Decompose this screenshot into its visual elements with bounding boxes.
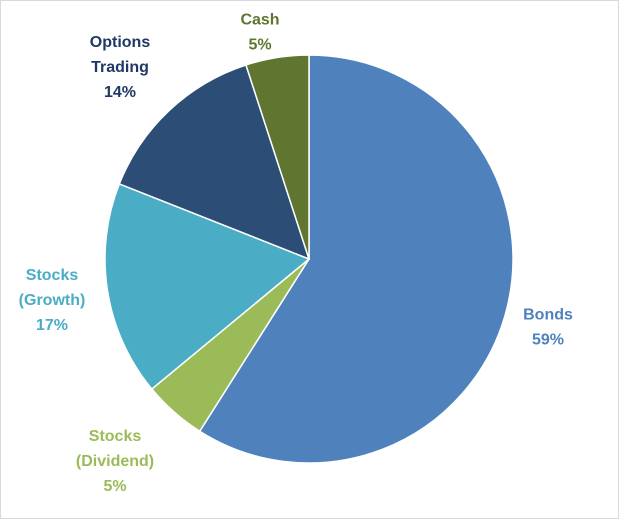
data-label-name: Trading <box>91 59 149 76</box>
data-label-name: (Growth) <box>19 292 86 309</box>
pie-slice-cash <box>245 54 310 260</box>
slices-layer <box>104 54 514 464</box>
data-label-percent: 5% <box>248 37 271 54</box>
data-label-options-trading: Options Trading 14% <box>90 34 151 101</box>
labels-layer: Bonds 59% Stocks (Dividend) 5% Stocks (Growth)… <box>19 12 573 496</box>
data-label-bonds: Bonds 59% <box>523 307 573 349</box>
pie-slice-stocks-growth <box>104 182 311 391</box>
data-label-name: Cash <box>240 12 279 29</box>
data-label-percent: 59% <box>532 332 564 349</box>
data-label-name: Bonds <box>523 307 573 324</box>
data-label-stocks-dividend: Stocks (Dividend) 5% <box>76 428 154 495</box>
pie-slice-bonds <box>198 54 514 464</box>
data-label-name: Stocks <box>26 267 79 284</box>
data-label-percent: 14% <box>104 84 136 101</box>
data-label-stocks-growth: Stocks (Growth) 17% <box>19 267 86 334</box>
data-label-name: Stocks <box>89 428 142 445</box>
data-label-name: (Dividend) <box>76 453 154 470</box>
data-label-percent: 5% <box>103 478 126 495</box>
data-label-cash: Cash 5% <box>240 12 279 54</box>
data-label-percent: 17% <box>36 317 68 334</box>
data-label-name: Options <box>90 34 151 51</box>
